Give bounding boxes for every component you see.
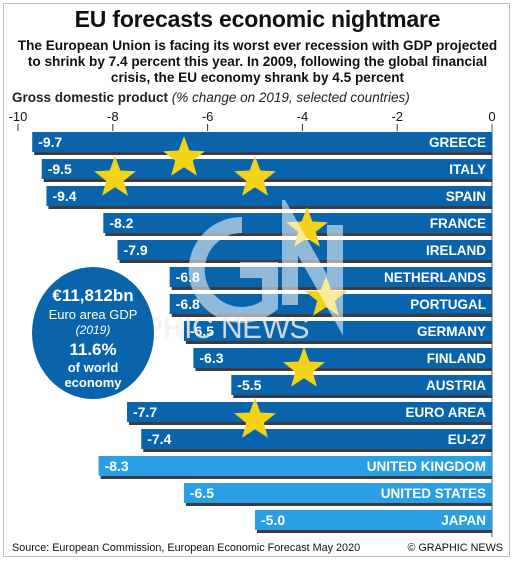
value-label: -5.0 <box>261 512 285 528</box>
category-label: PORTUGAL <box>410 297 486 312</box>
value-label: -9.7 <box>38 134 62 150</box>
star-icon <box>234 398 276 438</box>
bar-shadow <box>143 449 493 452</box>
bar-euro-area <box>127 402 493 422</box>
category-label: UNITED STATES <box>381 486 486 501</box>
category-label: ITALY <box>449 162 486 177</box>
star-icon <box>283 347 325 387</box>
value-label: -6.5 <box>190 485 214 501</box>
callout-amount: €11,812bn <box>52 286 134 305</box>
bar-italy <box>41 159 492 179</box>
bar-eu-27 <box>141 429 493 449</box>
bar-shadow <box>185 341 492 344</box>
x-tick-label: 0 <box>488 109 495 124</box>
star-icon <box>234 156 276 196</box>
bar-shadow <box>195 368 492 371</box>
bar-shadow <box>233 395 493 398</box>
bar-shadow <box>100 476 492 479</box>
bar-shadow <box>48 206 492 209</box>
graphic-frame <box>3 3 510 557</box>
value-label: -7.7 <box>133 404 157 420</box>
callout-share-line2: economy <box>64 375 122 390</box>
axis-heading-note: (% change on 2019, selected countries) <box>171 90 410 105</box>
axis-heading-main: Gross domestic product <box>12 90 169 105</box>
category-label: GREECE <box>429 135 486 150</box>
bar-shadow <box>119 260 492 263</box>
page-title: EU forecasts economic nightmare <box>74 6 441 32</box>
callout-year: (2019) <box>75 323 111 337</box>
category-label: AUSTRIA <box>426 378 486 393</box>
bar-spain <box>46 186 492 206</box>
value-label: -9.4 <box>52 188 76 204</box>
bar-finland <box>193 348 492 368</box>
category-label: NETHERLANDS <box>384 270 486 285</box>
bar-united-kingdom <box>98 456 492 476</box>
bar-shadow <box>257 530 492 533</box>
category-label: EURO AREA <box>405 405 486 420</box>
bar-labels: -9.7 GREECE -9.5 ITALY -9.4 SPAIN -8.2 FRANCE -7… <box>38 134 486 528</box>
bar-shadow <box>185 503 492 506</box>
bar-greece <box>32 132 492 152</box>
category-label: UNITED KINGDOM <box>367 459 486 474</box>
axis-heading: Gross domestic product (% change on 2019… <box>12 90 410 105</box>
category-label: FINLAND <box>427 351 486 366</box>
value-label: -7.9 <box>124 242 148 258</box>
value-label: -6.3 <box>199 350 223 366</box>
value-label: -6.8 <box>176 296 200 312</box>
category-label: FRANCE <box>430 216 486 231</box>
euro-area-gdp-callout: €11,812bn Euro area GDP (2019) 11.6% of … <box>33 268 153 398</box>
callout-share: 11.6% <box>69 340 117 359</box>
category-label: IRELAND <box>426 243 486 258</box>
category-label: GERMANY <box>417 324 486 339</box>
star-icon <box>163 136 205 176</box>
credit-note: © GRAPHIC NEWS <box>407 542 503 554</box>
value-label: -8.3 <box>105 458 129 474</box>
callout-label: Euro area GDP <box>48 307 138 322</box>
x-tick-label: -4 <box>297 109 309 124</box>
x-tick-label: -10 <box>9 109 28 124</box>
value-label: -8.2 <box>109 215 133 231</box>
bar-shadow <box>171 287 492 290</box>
bar-shadow <box>43 179 492 182</box>
bar-united-states <box>183 483 492 503</box>
category-label: JAPAN <box>441 513 486 528</box>
bar-japan <box>255 510 492 530</box>
page-subtitle: The European Union is facing its worst e… <box>17 38 498 85</box>
x-tick-label: -6 <box>202 109 214 124</box>
star-icon <box>94 156 136 196</box>
bar-shadow <box>34 152 492 155</box>
category-label: SPAIN <box>446 189 486 204</box>
value-label: -9.5 <box>48 161 72 177</box>
value-label: -7.4 <box>147 431 171 447</box>
callout-share-line1: of world <box>67 360 119 375</box>
source-note: Source: European Commission, European Ec… <box>12 542 361 554</box>
value-label: -6.5 <box>190 323 214 339</box>
callout-share-note: of world economy <box>33 360 153 390</box>
bar-shadow <box>129 422 492 425</box>
x-tick-label: -2 <box>391 109 403 124</box>
value-label: -5.5 <box>237 377 261 393</box>
category-label: EU-27 <box>448 432 486 447</box>
value-label: -6.8 <box>176 269 200 285</box>
x-tick-label: -8 <box>107 109 119 124</box>
